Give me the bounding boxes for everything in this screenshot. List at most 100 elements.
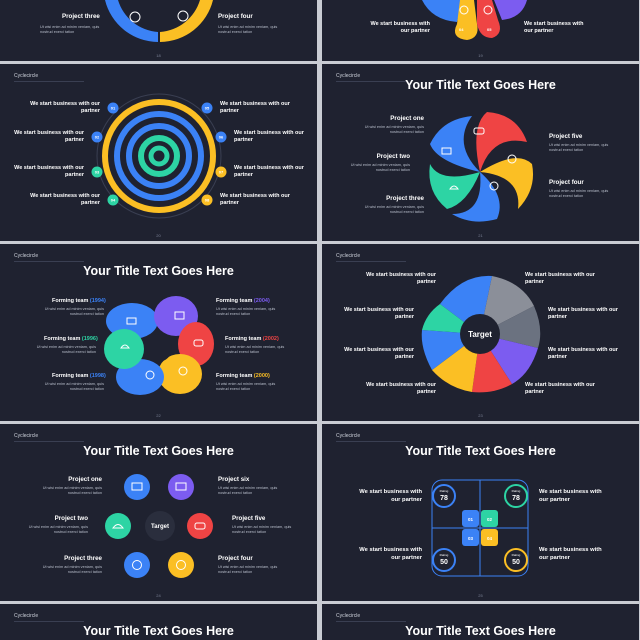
laptop-icon bbox=[131, 482, 143, 491]
circle-blue-2 bbox=[124, 552, 150, 578]
project-four-label: Project four bbox=[549, 179, 584, 186]
header-label: Cyclecircle bbox=[14, 253, 39, 259]
project-two-label: Project two bbox=[376, 153, 410, 160]
slide-thumb-22[interactable]: Cyclecircle Your Title Text Goes Here Fo… bbox=[0, 244, 317, 421]
slide-title: Your Title Text Goes Here bbox=[83, 264, 234, 278]
clock-icon bbox=[145, 370, 155, 380]
project-three-desc: Ut wisi enim ad minim veniam, quis nostr… bbox=[42, 565, 102, 574]
concentric-rings-diagram bbox=[96, 93, 222, 219]
header-label: Cyclecircle bbox=[336, 613, 361, 619]
slide-title: Your Title Text Goes Here bbox=[405, 624, 556, 638]
team-desc-6: Ut wisi enim ad minim veniam, quis nostr… bbox=[216, 382, 276, 391]
partner-text-2: We start business with our partner bbox=[14, 130, 84, 143]
project-three-desc: Ut wisi enim ad minim veniam, quis nostr… bbox=[364, 205, 424, 214]
clock-icon bbox=[132, 560, 142, 570]
badge-07: 07 bbox=[215, 166, 227, 178]
partner-text-8: We start business with our partner bbox=[525, 382, 595, 395]
project-five-label: Project five bbox=[549, 133, 583, 140]
team-desc-1: Ut wisi enim ad minim veniam, quis nostr… bbox=[44, 307, 104, 316]
svg-text:05: 05 bbox=[205, 106, 210, 111]
gear-icon bbox=[176, 560, 186, 570]
cloud-icon bbox=[120, 344, 130, 349]
petal-diagram bbox=[104, 296, 214, 395]
slide-thumb-19[interactable]: 04 05 We start business with our partner… bbox=[322, 0, 639, 61]
partner-left: We start business with our partner bbox=[370, 21, 431, 34]
team-label-6: Forming team (2000) bbox=[216, 373, 270, 379]
folder-icon bbox=[174, 311, 185, 320]
slide-title: Your Title Text Goes Here bbox=[83, 444, 234, 458]
svg-text:03: 03 bbox=[95, 170, 100, 175]
team-label-5: Forming team (2002) bbox=[225, 336, 279, 342]
project-four-desc: Ut wisi enim ad minim veniam, quis nostr… bbox=[218, 565, 278, 574]
svg-text:50: 50 bbox=[440, 559, 448, 566]
slide-thumb-24[interactable]: Cyclecircle Your Title Text Goes Here Ta… bbox=[0, 424, 317, 601]
partner-right: We start business with our partner bbox=[524, 21, 584, 34]
circle-purple bbox=[168, 474, 194, 500]
slide-title: Your Title Text Goes Here bbox=[405, 78, 556, 92]
slide-thumb-21[interactable]: Cyclecircle Your Title Text Goes Here Pr… bbox=[322, 64, 639, 241]
partner-text-4: We start business with our partner bbox=[366, 382, 436, 395]
circle-yellow bbox=[168, 552, 194, 578]
project-one-desc: Ut wisi enim ad minim veniam, quis nostr… bbox=[364, 125, 424, 134]
circle-red bbox=[187, 513, 213, 539]
page-number: 21 bbox=[478, 233, 483, 238]
team-label-1: Forming team (1994) bbox=[52, 298, 106, 304]
partner-text-5: We start business with our partner bbox=[220, 101, 290, 114]
project-four-label: Project four bbox=[218, 13, 253, 20]
page-number: 23 bbox=[478, 413, 483, 418]
clock-icon bbox=[129, 11, 141, 23]
svg-text:05: 05 bbox=[487, 27, 492, 32]
header-divider bbox=[336, 621, 406, 622]
segment-blue bbox=[430, 116, 480, 172]
cycle-diagram-partial bbox=[105, 0, 213, 42]
clock-icon bbox=[489, 181, 499, 191]
partner-text-4: We start business with our partner bbox=[30, 193, 100, 206]
badge-04: 04 bbox=[107, 194, 119, 206]
swirl-diagram bbox=[429, 112, 534, 222]
folder-icon bbox=[175, 482, 187, 491]
slide-thumb-23[interactable]: Cyclecircle Target We start business wit… bbox=[322, 244, 639, 421]
page-number: 24 bbox=[156, 593, 161, 598]
badge-06: 06 bbox=[215, 131, 227, 143]
number-badges: 01 02 03 04 05 06 07 08 bbox=[91, 102, 227, 206]
target-swirl-diagram: Target bbox=[421, 275, 541, 393]
svg-text:04: 04 bbox=[487, 536, 493, 541]
center-hole bbox=[144, 334, 172, 362]
header-label: Cyclecircle bbox=[14, 433, 39, 439]
badge-num: 01 bbox=[111, 106, 116, 111]
quad-03 bbox=[462, 529, 479, 546]
slide-thumb-18[interactable]: Project three Ut wisi enim ad minim veni… bbox=[0, 0, 317, 61]
header-divider bbox=[14, 621, 84, 622]
svg-text:78: 78 bbox=[512, 495, 520, 502]
header-label: Cyclecircle bbox=[14, 73, 39, 79]
svg-text:03: 03 bbox=[468, 536, 474, 541]
partner-text-2: We start business with our partner bbox=[344, 307, 414, 320]
partner-text-8: We start business with our partner bbox=[220, 193, 290, 206]
project-one-desc: Ut wisi enim ad minim veniam, quis nostr… bbox=[42, 486, 102, 495]
project-six-label: Project six bbox=[218, 476, 250, 483]
project-five-label: Project five bbox=[232, 515, 266, 522]
segment-red bbox=[476, 112, 527, 172]
slide-thumb-25[interactable]: Cyclecircle Your Title Text Goes Here 01… bbox=[322, 424, 639, 601]
svg-text:Rating: Rating bbox=[440, 553, 449, 557]
team-desc-4: Ut wisi enim ad minim veniam, quis nostr… bbox=[216, 307, 276, 316]
slide-thumb-26[interactable]: Cyclecircle Your Title Text Goes Here bbox=[0, 604, 317, 640]
gear-icon bbox=[178, 366, 188, 376]
laptop-icon bbox=[441, 147, 452, 155]
flower-diagram-partial: 04 05 bbox=[422, 0, 527, 40]
partner-text-4: We start business with our partner bbox=[539, 547, 602, 561]
svg-text:Rating: Rating bbox=[512, 489, 521, 493]
slide-thumb-27[interactable]: Cyclecircle Your Title Text Goes Here bbox=[322, 604, 639, 640]
quad-01 bbox=[462, 510, 479, 527]
project-three-label: Project three bbox=[64, 555, 102, 562]
project-four-desc: Ut wisi enim ad minim veniam, quis nostr… bbox=[549, 189, 609, 198]
page-number: 25 bbox=[478, 593, 483, 598]
project-two-desc: Ut wisi enim ad minim veniam, quis nostr… bbox=[350, 163, 410, 172]
rating-badge-2: Rating 78 bbox=[504, 484, 528, 508]
partner-text-5: We start business with our partner bbox=[525, 272, 595, 285]
svg-text:02: 02 bbox=[95, 135, 100, 140]
target-center bbox=[145, 511, 175, 541]
slide-thumb-20[interactable]: Cyclecircle 01 02 03 04 05 06 07 08 We s… bbox=[0, 64, 317, 241]
team-desc-2: Ut wisi enim ad minim veniam, quis nostr… bbox=[36, 345, 96, 354]
badge-03: 03 bbox=[91, 166, 103, 178]
